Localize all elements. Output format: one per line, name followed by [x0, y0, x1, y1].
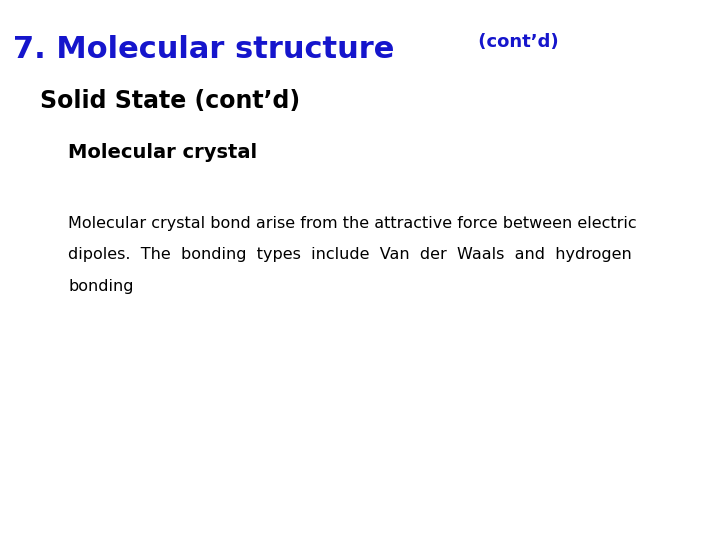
Text: Molecular crystal: Molecular crystal: [68, 143, 258, 162]
Text: (cont’d): (cont’d): [472, 33, 558, 51]
Text: Solid State (cont’d): Solid State (cont’d): [40, 89, 300, 113]
Text: dipoles.  The  bonding  types  include  Van  der  Waals  and  hydrogen: dipoles. The bonding types include Van d…: [68, 247, 632, 262]
Text: Molecular crystal bond arise from the attractive force between electric: Molecular crystal bond arise from the at…: [68, 216, 637, 231]
Text: bonding: bonding: [68, 279, 134, 294]
Text: 7. Molecular structure: 7. Molecular structure: [13, 35, 395, 64]
